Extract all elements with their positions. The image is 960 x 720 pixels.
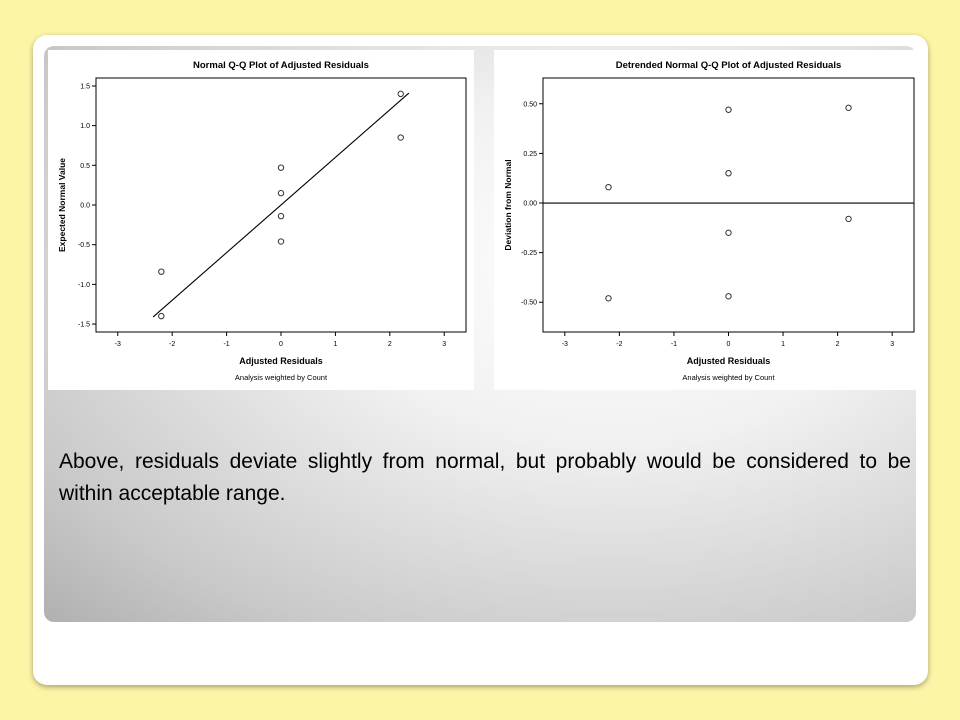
data-point [397,90,404,98]
data-point [397,134,404,141]
detrended-qq-plot: Detrended Normal Q-Q Plot of Adjusted Re… [494,50,916,390]
x-tick-label: -1 [671,341,677,348]
x-tick-label: -3 [562,341,568,348]
y-tick-label: -0.50 [521,300,537,307]
x-tick-label: 3 [442,341,446,348]
x-tick-label: 1 [333,341,337,348]
x-tick-label: 0 [279,341,283,348]
y-tick-label: -0.25 [521,250,537,257]
chart-title: Normal Q-Q Plot of Adjusted Residuals [193,60,369,71]
y-tick-label: 0.5 [80,163,90,170]
data-point [277,238,285,245]
plot-frame [542,77,915,333]
y-tick-label: 1.0 [80,123,90,130]
x-tick-label: -2 [616,341,622,348]
data-point [605,295,612,302]
x-tick-label: -1 [223,341,229,348]
y-tick-label: -1.0 [78,282,90,289]
caption-text: Above, residuals deviate slightly from n… [59,450,911,505]
y-tick-label: 1.5 [80,83,90,90]
data-point [845,215,852,223]
data-point [725,170,732,177]
data-point [845,104,852,111]
y-tick-label: 0.50 [523,101,537,108]
data-point [158,312,165,320]
slide: Normal Q-Q Plot of Adjusted Residuals -3 -… [33,35,928,685]
data-point [277,189,285,197]
data-point [158,268,165,275]
y-axis-label: Deviation from Normal [503,159,513,250]
y-axis-label: Expected Normal Value [57,158,67,252]
y-tick-label: 0.00 [523,201,537,208]
normal-qq-plot-svg: Normal Q-Q Plot of Adjusted Residuals -3 -… [57,60,467,382]
normal-qq-plot: Normal Q-Q Plot of Adjusted Residuals -3 -… [48,50,474,390]
detrended-qq-plot-svg: Detrended Normal Q-Q Plot of Adjusted Re… [503,60,915,382]
x-tick-label: -3 [115,341,121,348]
x-tick-label: -2 [169,341,175,348]
chart-footnote: Analysis weighted by Count [682,373,775,382]
data-point [725,293,732,300]
data-point [725,106,732,113]
chart-group: Normal Q-Q Plot of Adjusted Residuals -3 -… [57,60,467,382]
x-tick-label: 0 [727,341,731,348]
reference-line [152,92,410,318]
data-point [277,164,285,171]
x-tick-label: 2 [836,341,840,348]
chart-group: Detrended Normal Q-Q Plot of Adjusted Re… [503,60,915,382]
data-point [605,183,612,191]
x-tick-label: 1 [781,341,785,348]
data-point [725,229,732,236]
chart-footnote: Analysis weighted by Count [235,373,328,382]
x-tick-label: 3 [890,341,894,348]
y-tick-label: -1.5 [78,322,90,329]
data-point [277,212,285,220]
x-axis-label: Adjusted Residuals [239,356,323,366]
x-tick-label: 2 [388,341,392,348]
chart-title: Detrended Normal Q-Q Plot of Adjusted Re… [616,60,842,71]
y-tick-label: 0.0 [80,203,90,210]
content-panel: Normal Q-Q Plot of Adjusted Residuals -3 -… [44,46,916,622]
y-tick-label: -0.5 [78,242,90,249]
x-axis-label: Adjusted Residuals [687,356,771,366]
y-tick-label: 0.25 [523,151,537,158]
